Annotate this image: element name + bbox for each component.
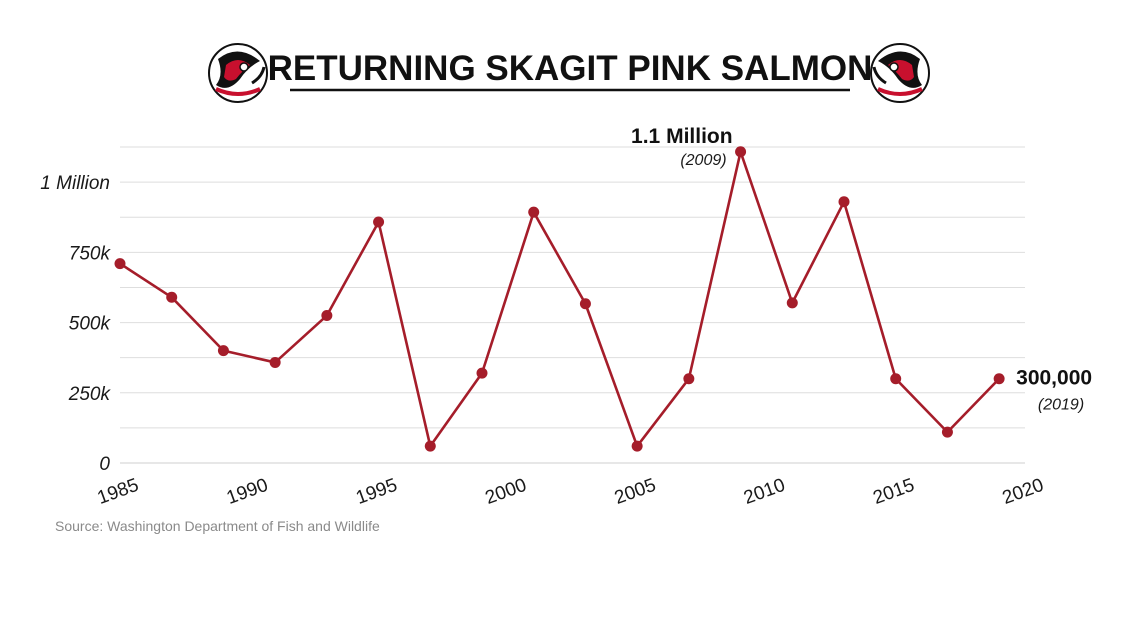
data-points [114, 146, 1005, 452]
data-point [476, 367, 488, 379]
y-tick-label: 1 Million [40, 173, 110, 194]
data-point [269, 356, 281, 368]
y-axis: 0 250k 500k 750k 1 Million [40, 173, 111, 475]
x-tick-label: 1985 [95, 475, 142, 509]
data-point [683, 373, 695, 385]
y-tick-label: 500k [69, 314, 112, 335]
y-tick-label: 750k [69, 243, 112, 264]
data-point [941, 426, 953, 438]
salmon-logo-right-icon [870, 43, 930, 103]
annotation-sublabel: (2019) [1038, 397, 1084, 414]
source-note: Source: Washington Department of Fish an… [55, 518, 380, 534]
data-point [735, 146, 747, 158]
annotations: 1.1 Million (2009) 300,000 (2019) [631, 125, 1092, 414]
x-tick-label: 2010 [741, 475, 788, 509]
x-tick-label: 1990 [224, 475, 271, 509]
salmon-logo-left-icon [208, 43, 268, 103]
gridlines [120, 146, 1025, 464]
series-line [119, 150, 1001, 448]
data-point [993, 373, 1005, 385]
y-tick-label: 0 [99, 454, 110, 475]
data-point [838, 196, 850, 208]
data-point [373, 216, 385, 228]
x-axis: 1985 1990 1995 2000 2005 2010 2015 2020 [95, 475, 1047, 509]
data-point [786, 297, 798, 309]
data-point [424, 440, 436, 452]
data-point [217, 345, 229, 357]
data-point [114, 258, 126, 270]
x-tick-label: 1995 [353, 475, 400, 509]
annotation-label: 300,000 [1016, 367, 1092, 390]
data-point [321, 310, 333, 322]
x-tick-label: 2005 [612, 475, 659, 509]
chart-title: RETURNING SKAGIT PINK SALMON [268, 49, 873, 88]
x-tick-label: 2020 [1000, 475, 1047, 509]
data-point [528, 206, 540, 218]
data-point [890, 373, 902, 385]
x-tick-label: 2015 [870, 475, 917, 509]
x-tick-label: 2000 [483, 475, 530, 509]
annotation-label: 1.1 Million [631, 125, 733, 148]
data-point [166, 291, 178, 303]
annotation-sublabel: (2009) [680, 152, 726, 169]
data-point [579, 298, 591, 310]
series-polyline [119, 150, 1001, 448]
y-tick-label: 250k [68, 384, 112, 405]
data-point [631, 440, 643, 452]
